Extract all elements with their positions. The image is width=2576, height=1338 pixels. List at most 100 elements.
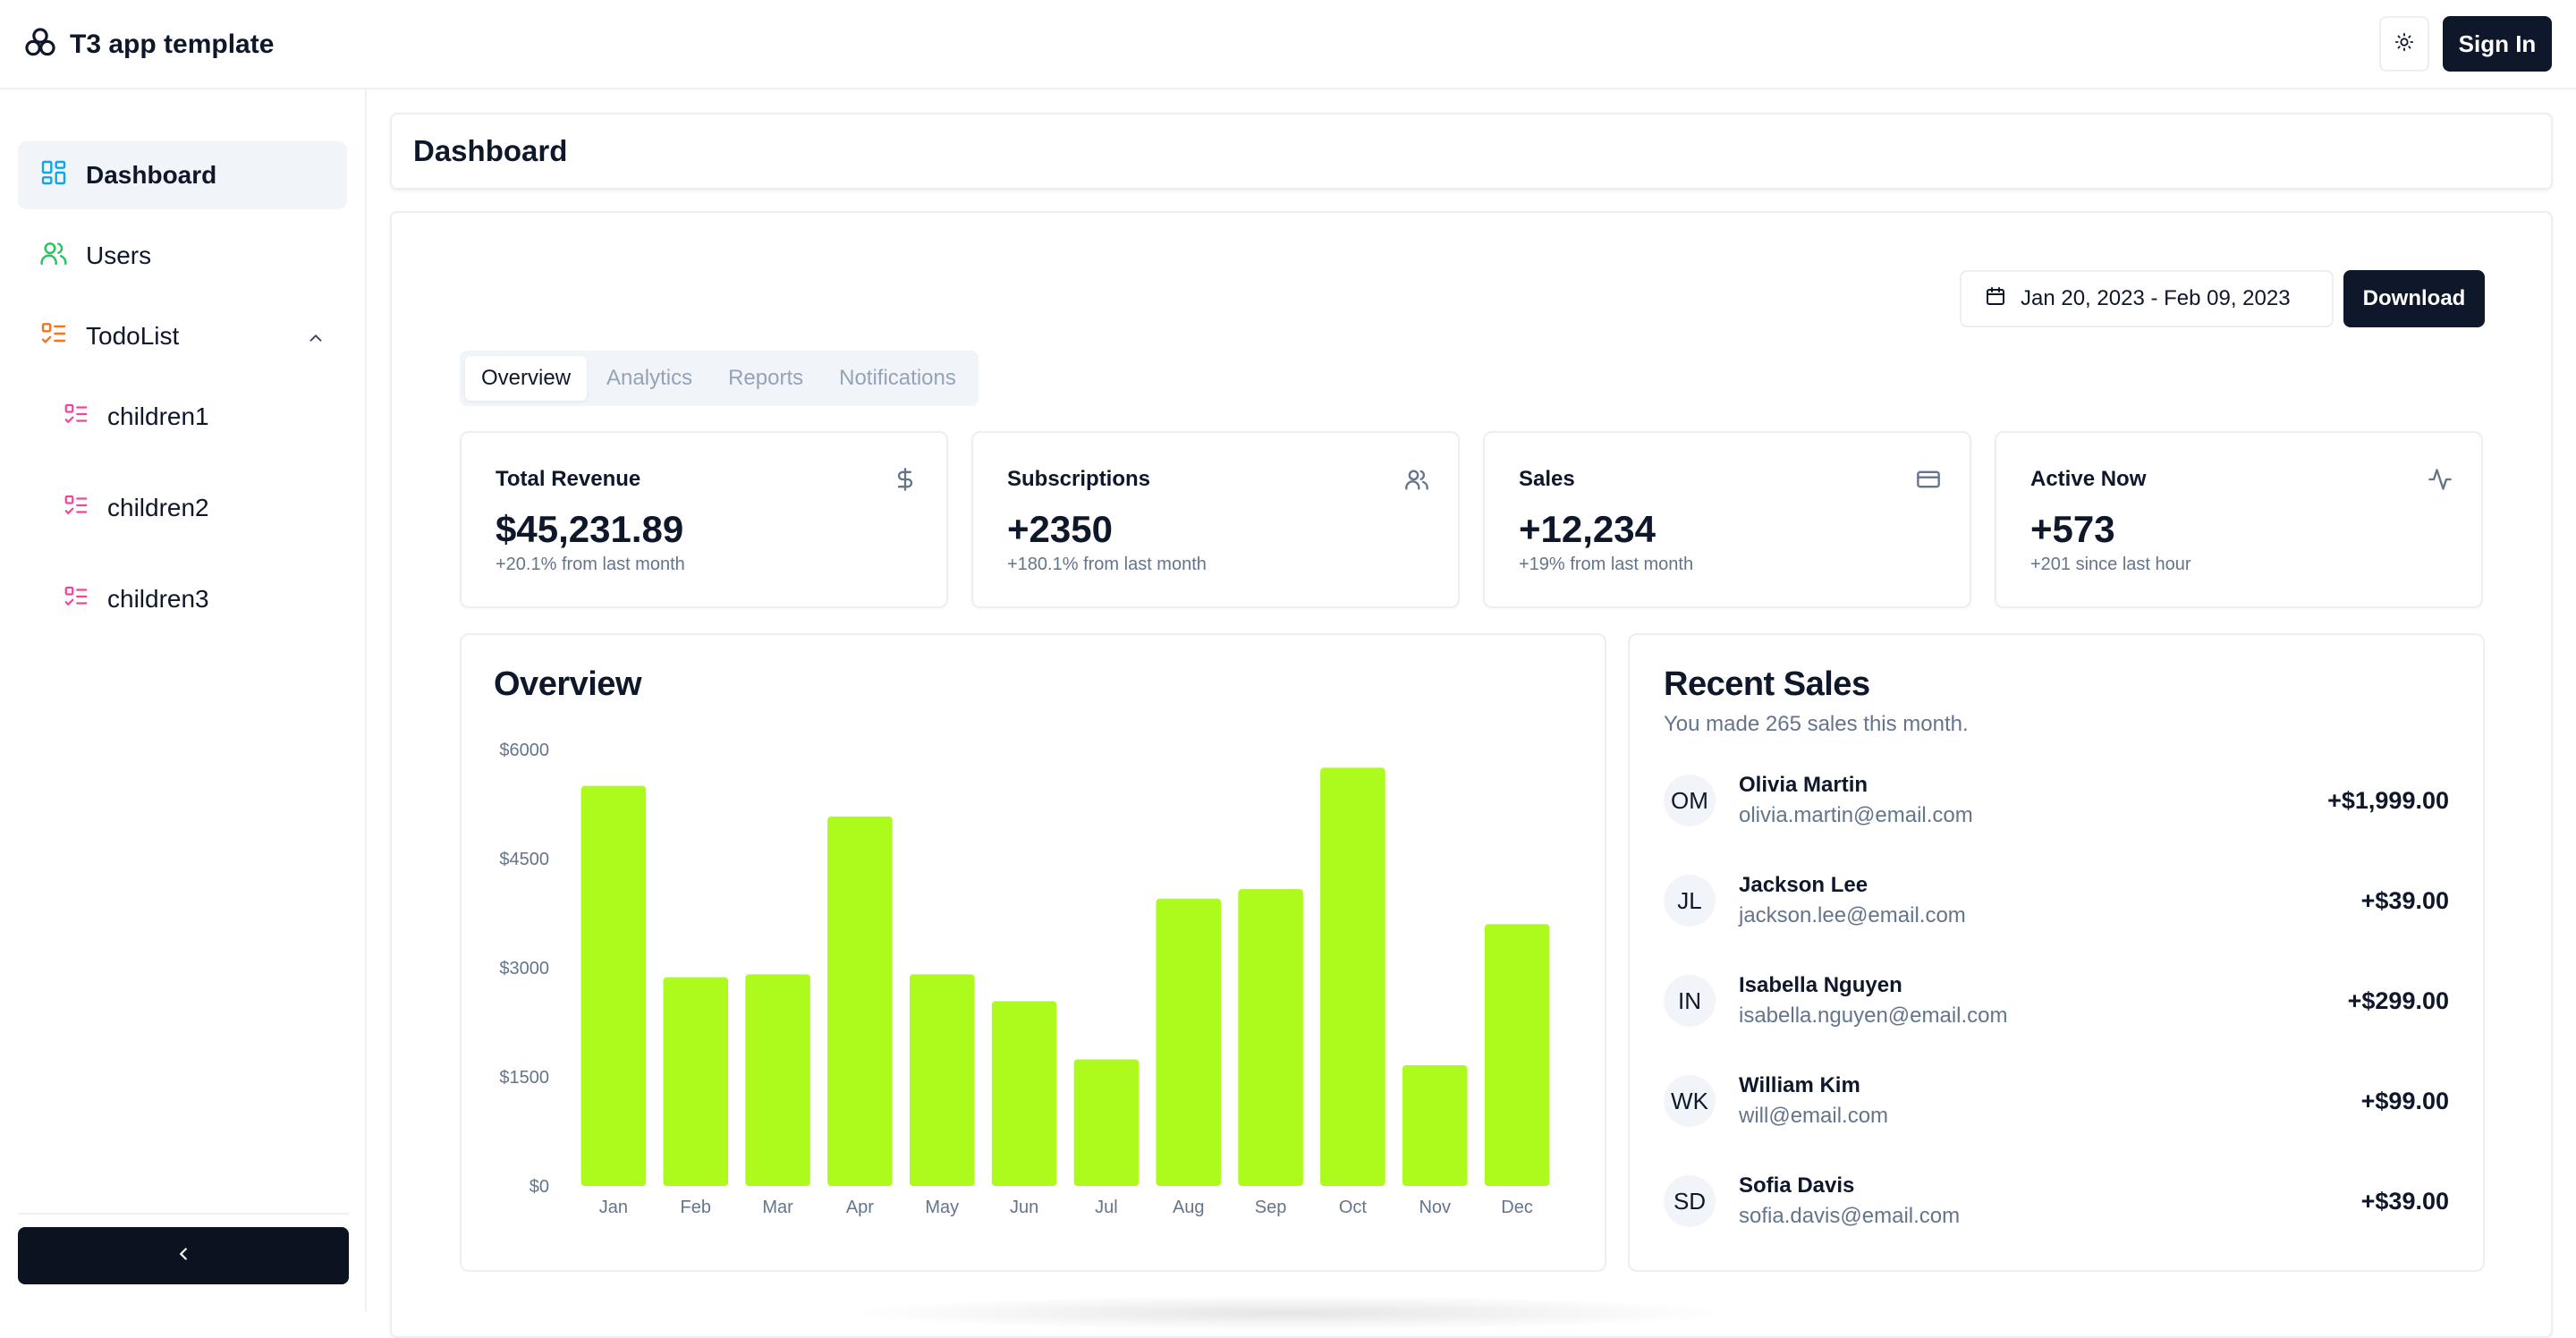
bar-feb[interactable] (663, 977, 729, 1186)
sale-customer-name: William Kim (1739, 1073, 1860, 1097)
sale-customer-email: will@email.com (1739, 1104, 1889, 1128)
sidebar-subitem-children1[interactable]: children1 (63, 390, 209, 444)
sale-customer-name: Isabella Nguyen (1739, 973, 1902, 997)
tab-overview[interactable]: Overview (465, 356, 588, 401)
bar-jan[interactable] (580, 785, 647, 1186)
avatar: IN (1664, 975, 1716, 1027)
calendar-icon (1985, 285, 2006, 313)
stat-value: +573 (2030, 508, 2115, 550)
todolist-icon (63, 583, 89, 616)
theme-toggle-button[interactable] (2379, 16, 2429, 72)
stat-title: Sales (1519, 467, 1575, 491)
logo-icon (23, 26, 57, 64)
stat-card-total-revenue: Total Revenue $45,231.89 +20.1% from las… (460, 431, 948, 608)
todolist-icon (63, 401, 89, 434)
bar-apr[interactable] (827, 816, 893, 1186)
sale-customer-email: sofia.davis@email.com (1739, 1204, 1961, 1228)
sidebar-item-users[interactable]: Users (18, 222, 347, 290)
sidebar-divider (18, 1213, 349, 1215)
download-button[interactable]: Download (2343, 270, 2485, 327)
sale-customer-email: isabella.nguyen@email.com (1739, 1004, 2008, 1028)
stat-value: $45,231.89 (496, 508, 684, 550)
sale-row[interactable]: OM Olivia Martin olivia.martin@email.com… (1664, 769, 2449, 832)
credit-card-icon (1916, 467, 1941, 492)
tab-reports[interactable]: Reports (728, 366, 804, 390)
todolist-icon (39, 319, 68, 354)
bar-aug[interactable] (1156, 898, 1222, 1186)
dollar-icon (893, 467, 918, 492)
sidebar-subitem-children3[interactable]: children3 (63, 572, 209, 626)
sidebar-item-label: TodoList (86, 322, 180, 350)
stat-subtext: +20.1% from last month (496, 555, 685, 574)
sign-in-button[interactable]: Sign In (2443, 16, 2552, 72)
avatar: JL (1664, 875, 1716, 927)
y-tick-label: $0 (530, 1177, 549, 1197)
sale-customer-name: Sofia Davis (1739, 1173, 1855, 1198)
bar-dec[interactable] (1484, 924, 1550, 1186)
x-tick-label: Jan (599, 1198, 628, 1217)
bar-jul[interactable] (1073, 1059, 1140, 1186)
y-tick-label: $3000 (499, 959, 549, 978)
y-tick-label: $1500 (499, 1068, 549, 1088)
brand[interactable]: T3 app template (23, 25, 274, 64)
date-range-picker[interactable]: Jan 20, 2023 - Feb 09, 2023 (1960, 270, 2334, 327)
stat-subtext: +19% from last month (1519, 555, 1694, 574)
sidebar-subitem-label: children1 (107, 402, 209, 430)
x-tick-label: Aug (1173, 1198, 1205, 1217)
sidebar-item-label: Users (86, 241, 152, 269)
sale-amount: +$299.00 (2347, 987, 2449, 1014)
sidebar-subitem-children2[interactable]: children2 (63, 481, 209, 535)
sale-amount: +$1,999.00 (2327, 787, 2449, 814)
overview-card (460, 633, 1606, 1272)
sale-customer-email: olivia.martin@email.com (1739, 803, 1973, 827)
date-range-text: Jan 20, 2023 - Feb 09, 2023 (2021, 286, 2291, 310)
sale-amount: +$39.00 (2360, 887, 2449, 914)
sidebar-item-todolist[interactable]: TodoList (18, 302, 347, 370)
x-tick-label: Nov (1419, 1198, 1451, 1217)
overview-title: Overview (494, 665, 642, 703)
sale-row[interactable]: JL Jackson Lee jackson.lee@email.com +$3… (1664, 869, 2449, 932)
dashboard-icon (39, 158, 68, 193)
tab-notifications[interactable]: Notifications (839, 366, 956, 390)
x-tick-label: Jul (1095, 1198, 1118, 1217)
x-tick-label: Oct (1339, 1198, 1368, 1217)
bottom-shadow (841, 1295, 1735, 1331)
bar-nov[interactable] (1402, 1064, 1468, 1186)
sale-row[interactable]: IN Isabella Nguyen isabella.nguyen@email… (1664, 970, 2449, 1032)
activity-icon (2428, 467, 2453, 492)
chevron-left-icon (174, 1244, 193, 1268)
bar-sep[interactable] (1238, 889, 1303, 1186)
stat-title: Subscriptions (1007, 467, 1151, 491)
x-tick-label: Sep (1255, 1198, 1287, 1217)
sale-customer-name: Jackson Lee (1739, 873, 1868, 897)
overview-bar-chart: $0 $1500 $3000 $4500 $6000 Jan Feb Mar Apr May Jun… (499, 741, 1550, 1217)
stat-title: Total Revenue (496, 467, 641, 491)
sidebar-item-dashboard[interactable]: Dashboard (18, 141, 347, 209)
stat-subtext: +180.1% from last month (1007, 555, 1207, 574)
app-title: T3 app template (70, 30, 275, 59)
recent-sales-title: Recent Sales (1664, 665, 1870, 703)
bar-jun[interactable] (991, 1001, 1057, 1186)
bar-oct[interactable] (1320, 767, 1385, 1186)
stat-title: Active Now (2030, 467, 2147, 491)
stat-value: +2350 (1007, 508, 1113, 550)
sale-customer-name: Olivia Martin (1739, 773, 1868, 797)
stat-subtext: +201 since last hour (2030, 555, 2191, 574)
sale-row[interactable]: SD Sofia Davis sofia.davis@email.com +$3… (1664, 1170, 2449, 1232)
y-tick-label: $6000 (499, 741, 549, 760)
sale-row[interactable]: WK William Kim will@email.com +$99.00 (1664, 1070, 2449, 1132)
page-title: Dashboard (390, 113, 2553, 190)
collapse-sidebar-button[interactable] (18, 1227, 349, 1284)
bar-mar[interactable] (745, 974, 810, 1186)
tab-analytics[interactable]: Analytics (606, 366, 693, 390)
x-tick-label: Dec (1501, 1198, 1533, 1217)
bar-may[interactable] (909, 974, 975, 1186)
x-tick-label: Mar (762, 1198, 793, 1217)
sale-amount: +$99.00 (2360, 1088, 2449, 1114)
sidebar (0, 89, 367, 1311)
chevron-up-icon[interactable] (306, 326, 326, 354)
x-tick-label: Apr (846, 1198, 874, 1217)
sale-amount: +$39.00 (2360, 1188, 2449, 1215)
top-header (0, 0, 2576, 89)
sale-customer-email: jackson.lee@email.com (1739, 903, 1966, 927)
